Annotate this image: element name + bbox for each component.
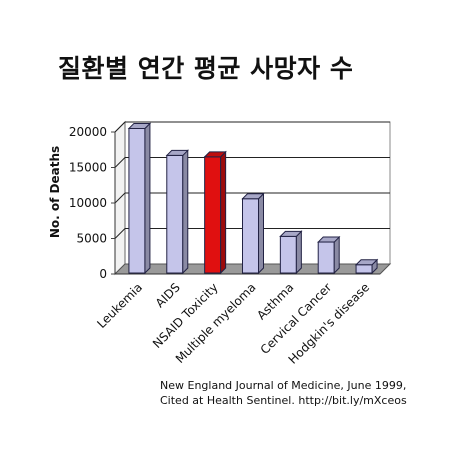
bar	[204, 156, 222, 274]
bar-side	[144, 122, 151, 275]
y-tick-label: 5000	[76, 232, 107, 246]
gridline-left	[114, 157, 126, 168]
y-tick-label: 0	[99, 267, 107, 281]
bar-top	[279, 230, 303, 237]
bar	[355, 264, 373, 274]
bar	[279, 235, 297, 274]
x-tick-label: NSAID Toxicity	[150, 280, 221, 351]
source-line-1: New England Journal of Medicine, June 19…	[160, 379, 407, 392]
bar	[242, 198, 259, 274]
bar-side	[258, 192, 264, 275]
bar-top	[165, 149, 189, 156]
y-axis-label: No. of Deaths	[48, 146, 62, 238]
gridline-left	[114, 192, 126, 204]
y-tick-label: 15000	[69, 161, 107, 175]
y-tick-label: 20000	[69, 125, 107, 139]
y-tick-label: 10000	[69, 196, 107, 210]
gridline-left	[114, 121, 126, 133]
bar-top	[241, 193, 265, 200]
bar-top	[127, 122, 152, 129]
bar-side	[295, 230, 302, 275]
bar-top	[317, 236, 341, 243]
x-tick-label: AIDS	[153, 280, 183, 310]
chart-title: 질환별 연간 평균 사망자 수	[58, 54, 354, 83]
source-line-2: Cited at Health Sentinel. http://bit.ly/…	[160, 394, 407, 407]
bar-top	[203, 151, 227, 158]
source-citation: New England Journal of Medicine, June 19…	[160, 378, 407, 408]
bar	[166, 154, 184, 274]
bar-side	[333, 235, 340, 275]
bar-side	[220, 150, 227, 275]
bar-side	[182, 149, 189, 275]
bar	[128, 127, 146, 274]
bar	[317, 241, 335, 274]
bar-chart: No. of Deaths 0 5000 10000 15000 20000 Leukem…	[48, 120, 392, 367]
x-tick-label: Leukemia	[94, 280, 145, 331]
bar-top	[354, 259, 379, 266]
gridline-left	[114, 228, 126, 239]
